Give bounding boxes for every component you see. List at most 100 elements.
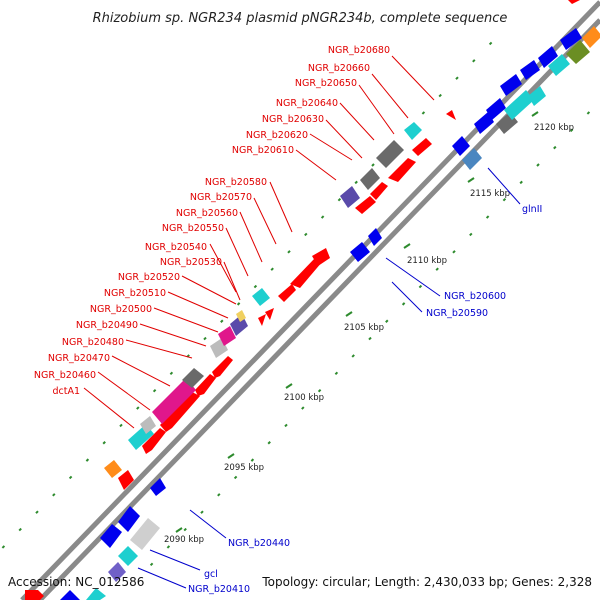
guide-dot — [149, 562, 154, 566]
gene-box-gray[interactable] — [182, 368, 204, 388]
gene-arrow-rev[interactable] — [452, 136, 470, 156]
gene-label[interactable]: NGR_b20660 — [308, 63, 370, 74]
leader-line — [253, 197, 277, 245]
gene-box-magenta[interactable] — [218, 326, 236, 346]
gene-label[interactable]: gcl — [204, 569, 218, 580]
gene-label[interactable]: glnII — [522, 204, 542, 215]
leader-line — [83, 387, 135, 429]
gene-label[interactable]: NGR_b20550 — [162, 223, 224, 234]
gene-arrow-fwd[interactable] — [25, 590, 44, 600]
leader-line — [487, 167, 521, 205]
gene-label[interactable]: NGR_b20560 — [176, 208, 238, 219]
gene-arrow-fwd[interactable] — [212, 356, 233, 378]
gene-arrow-rev[interactable] — [100, 524, 122, 548]
gene-box-gray[interactable] — [376, 140, 404, 168]
gene-arrow-rev[interactable] — [150, 478, 166, 496]
gene-label[interactable]: NGR_b20640 — [276, 98, 338, 109]
gene-label[interactable]: NGR_b20650 — [295, 78, 357, 89]
topology-summary: Topology: circular; Length: 2,430,033 bp… — [261, 575, 592, 589]
gene-arrow-fwd[interactable] — [160, 392, 200, 432]
gene-box-silver[interactable] — [130, 518, 160, 550]
gene-arrow-fwd[interactable] — [278, 284, 296, 302]
kbp-ticks: 2090 kbp 2095 kbp 2100 kbp 2105 kbp 2110… — [164, 111, 574, 545]
gene-arrow-fwd[interactable] — [195, 374, 216, 396]
gene-box-purple[interactable] — [108, 562, 126, 582]
guide-dot — [1, 545, 6, 549]
gene-label[interactable]: NGR_b20630 — [262, 114, 324, 125]
gene-label[interactable]: NGR_b20520 — [118, 272, 180, 283]
gene-box-steel[interactable] — [462, 148, 482, 170]
gene-arrow-fwd[interactable] — [265, 308, 274, 320]
guide-dot — [519, 180, 523, 185]
gene-label[interactable]: NGR_b20510 — [104, 288, 166, 299]
guide-dot — [85, 458, 90, 462]
guide-dot — [233, 475, 238, 480]
gene-arrow-rev[interactable] — [538, 46, 558, 68]
gene-arrow-fwd[interactable] — [312, 248, 330, 266]
gene-box-yellow[interactable] — [236, 310, 246, 322]
gene-label[interactable]: NGR_b20500 — [90, 304, 152, 315]
map-title: Rhizobium sp. NGR234 plasmid pNGR234b, c… — [93, 11, 508, 26]
gene-label[interactable]: NGR_b20590 — [426, 308, 488, 319]
gene-box-cyan[interactable] — [86, 588, 106, 600]
gene-box-olive[interactable] — [566, 40, 590, 64]
gene-arrow-fwd[interactable] — [142, 428, 166, 454]
gene-label[interactable]: NGR_b20470 — [48, 353, 110, 364]
gene-label[interactable]: NGR_b20600 — [444, 291, 506, 302]
gene-box-purple[interactable] — [340, 186, 360, 208]
gene-arrow-fwd[interactable] — [370, 182, 388, 200]
gene-box-cyan[interactable] — [504, 90, 534, 120]
gene-arrow-fwd[interactable] — [290, 258, 322, 288]
gene-arrow-fwd[interactable] — [446, 110, 456, 120]
gene-arrow-rev[interactable] — [474, 112, 494, 134]
gene-arrow-rev[interactable] — [520, 60, 540, 80]
gene-arrow-rev[interactable] — [350, 242, 370, 262]
gene-box-cyan[interactable] — [404, 122, 422, 140]
reverse-gene-labels: glnII NGR_b20600 NGR_b20590 NGR_b20440 g… — [137, 167, 542, 595]
gene-label[interactable]: NGR_b20480 — [62, 337, 124, 348]
guide-dot — [385, 319, 389, 323]
guide-dot — [455, 76, 459, 80]
gene-arrow-rev[interactable] — [368, 228, 382, 246]
guide-dot — [287, 250, 291, 254]
gene-box-gray[interactable] — [360, 168, 380, 190]
gene-label[interactable]: NGR_b20580 — [205, 177, 267, 188]
gene-label[interactable]: NGR_b20620 — [246, 130, 308, 141]
gene-arrow-rev[interactable] — [560, 28, 582, 50]
guide-dot — [203, 336, 207, 341]
leader-line — [391, 55, 435, 101]
leader-line — [167, 291, 229, 319]
gene-arrow-fwd[interactable] — [412, 138, 432, 156]
gene-label[interactable]: NGR_b20460 — [34, 370, 96, 381]
gene-arrow-fwd[interactable] — [388, 158, 416, 182]
gene-label[interactable]: NGR_b20570 — [190, 192, 252, 203]
gene-box-cyan[interactable] — [528, 86, 546, 106]
gene-box-cyan[interactable] — [118, 546, 138, 566]
gene-label[interactable]: NGR_b20540 — [145, 242, 207, 253]
gene-box-orange[interactable] — [104, 460, 122, 478]
gene-box-cyan[interactable] — [252, 288, 270, 306]
gene-arrow-fwd[interactable] — [258, 314, 266, 326]
gene-label[interactable]: dctA1 — [52, 386, 80, 397]
guide-dot — [35, 510, 39, 514]
gene-box-orange[interactable] — [582, 26, 600, 48]
gene-arrow-fwd[interactable] — [118, 470, 134, 490]
gene-label[interactable]: NGR_b20440 — [228, 538, 290, 549]
gene-arrow-rev[interactable] — [60, 590, 80, 600]
gene-label[interactable]: NGR_b20490 — [76, 320, 138, 331]
gene-arrow-rev[interactable] — [118, 506, 140, 532]
gene-arrow-rev[interactable] — [486, 98, 506, 120]
gene-box-cyan[interactable] — [548, 54, 570, 76]
gene-label[interactable]: NGR_b20530 — [160, 257, 222, 268]
gene-arrow-rev[interactable] — [500, 74, 522, 96]
gene-box-silver[interactable] — [140, 416, 156, 434]
gene-label[interactable]: NGR_b20680 — [328, 45, 390, 56]
guide-dot — [320, 215, 325, 219]
forward-gene-labels: NGR_b20680 NGR_b20660 NGR_b20650 NGR_b20… — [34, 45, 435, 429]
gene-label[interactable]: NGR_b20610 — [232, 145, 294, 156]
gene-box-magenta[interactable] — [152, 378, 196, 424]
tick-mark — [467, 177, 475, 183]
gene-arrow-fwd[interactable] — [355, 196, 376, 214]
gene-arrow-fwd[interactable] — [568, 0, 580, 4]
gene-label[interactable]: NGR_b20410 — [188, 584, 250, 595]
